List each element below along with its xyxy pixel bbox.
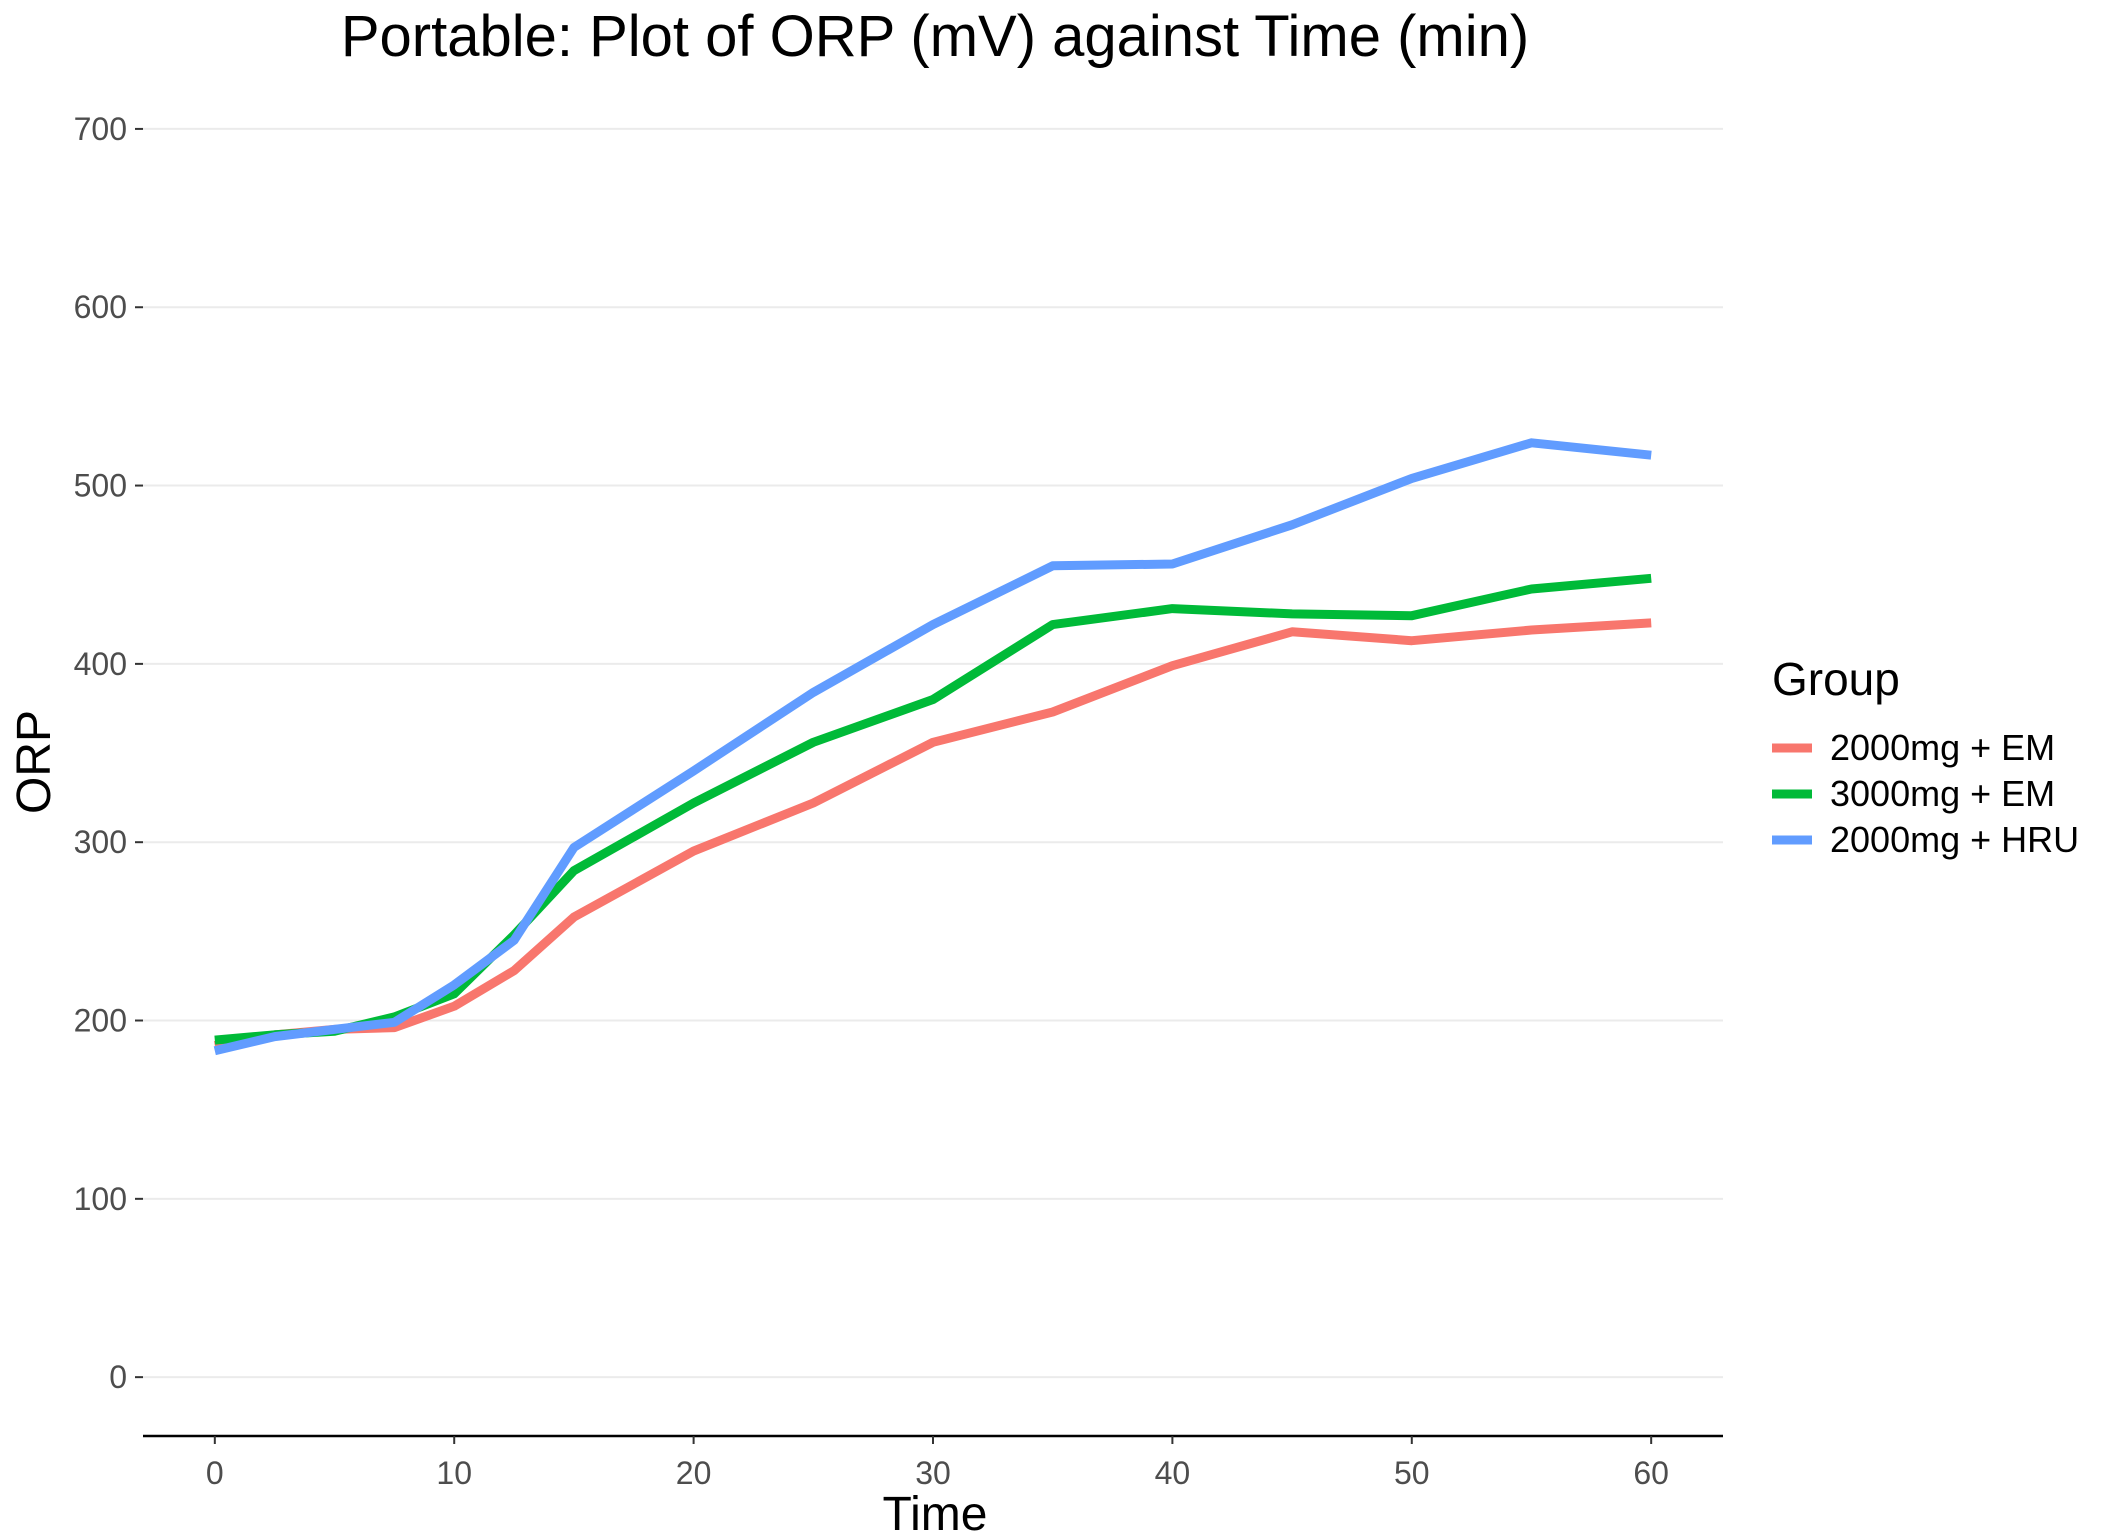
x-tick-label: 10: [436, 1455, 472, 1491]
legend-title: Group: [1772, 653, 1900, 705]
series-line-3: [213, 438, 1652, 1056]
x-tick-label: 50: [1394, 1455, 1430, 1491]
x-tick-label: 20: [676, 1455, 712, 1491]
x-axis-title: Time: [883, 1488, 988, 1536]
y-tick-label: 100: [74, 1181, 127, 1217]
legend-label: 2000mg + HRU: [1830, 819, 2079, 860]
y-tick-label: 300: [74, 824, 127, 860]
series-line-2: [214, 573, 1652, 1045]
y-tick-label: 500: [74, 468, 127, 504]
y-axis-title: ORP: [8, 710, 61, 814]
y-tick-label: 700: [74, 111, 127, 147]
legend: Group 2000mg + EM 3000mg + EM 2000mg + HRU: [1772, 653, 2079, 860]
x-tick-label: 0: [206, 1455, 224, 1491]
x-tick-label: 60: [1633, 1455, 1669, 1491]
x-tick-label: 40: [1155, 1455, 1191, 1491]
series-lines: [213, 438, 1652, 1056]
axes: 0 100 200 300 400 500 600 700 0 10 20 30 40 50 60: [74, 111, 1723, 1491]
series-line-1: [214, 618, 1652, 1050]
legend-label: 2000mg + EM: [1830, 727, 2055, 768]
legend-label: 3000mg + EM: [1830, 773, 2055, 814]
y-tick-label: 400: [74, 646, 127, 682]
legend-items: 2000mg + EM 3000mg + EM 2000mg + HRU: [1772, 727, 2079, 860]
gridlines: [143, 127, 1723, 1379]
y-tick-label: 0: [109, 1359, 127, 1395]
y-tick-label: 600: [74, 289, 127, 325]
chart-title: Portable: Plot of ORP (mV) against Time …: [341, 4, 1529, 69]
y-tick-label: 200: [74, 1003, 127, 1039]
x-tick-label: 30: [915, 1455, 951, 1491]
